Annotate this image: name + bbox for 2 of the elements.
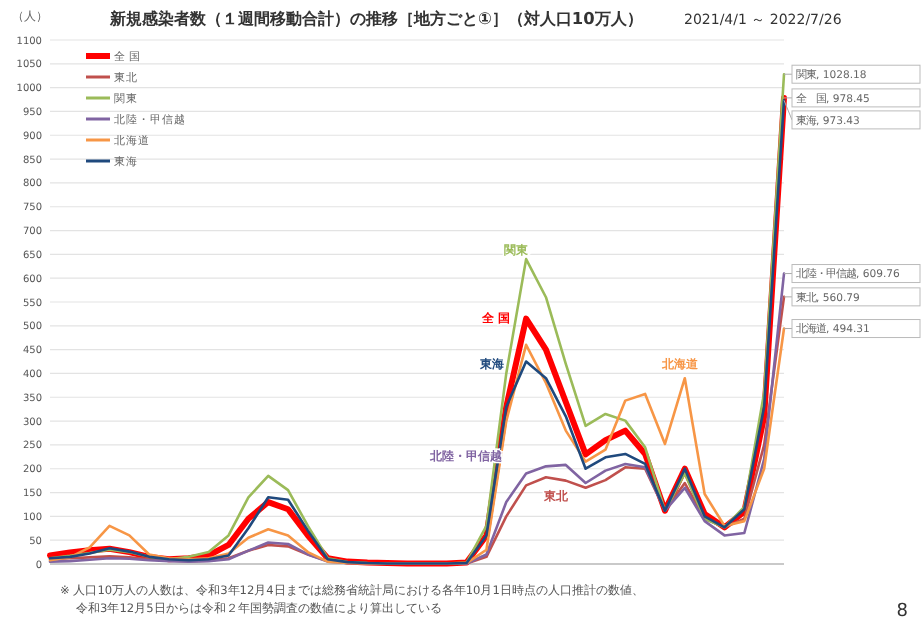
chart-title: 新規感染者数（１週間移動合計）の推移［地方ごと①］（対人口10万人） [108,8,643,28]
text: 8 [896,602,909,622]
